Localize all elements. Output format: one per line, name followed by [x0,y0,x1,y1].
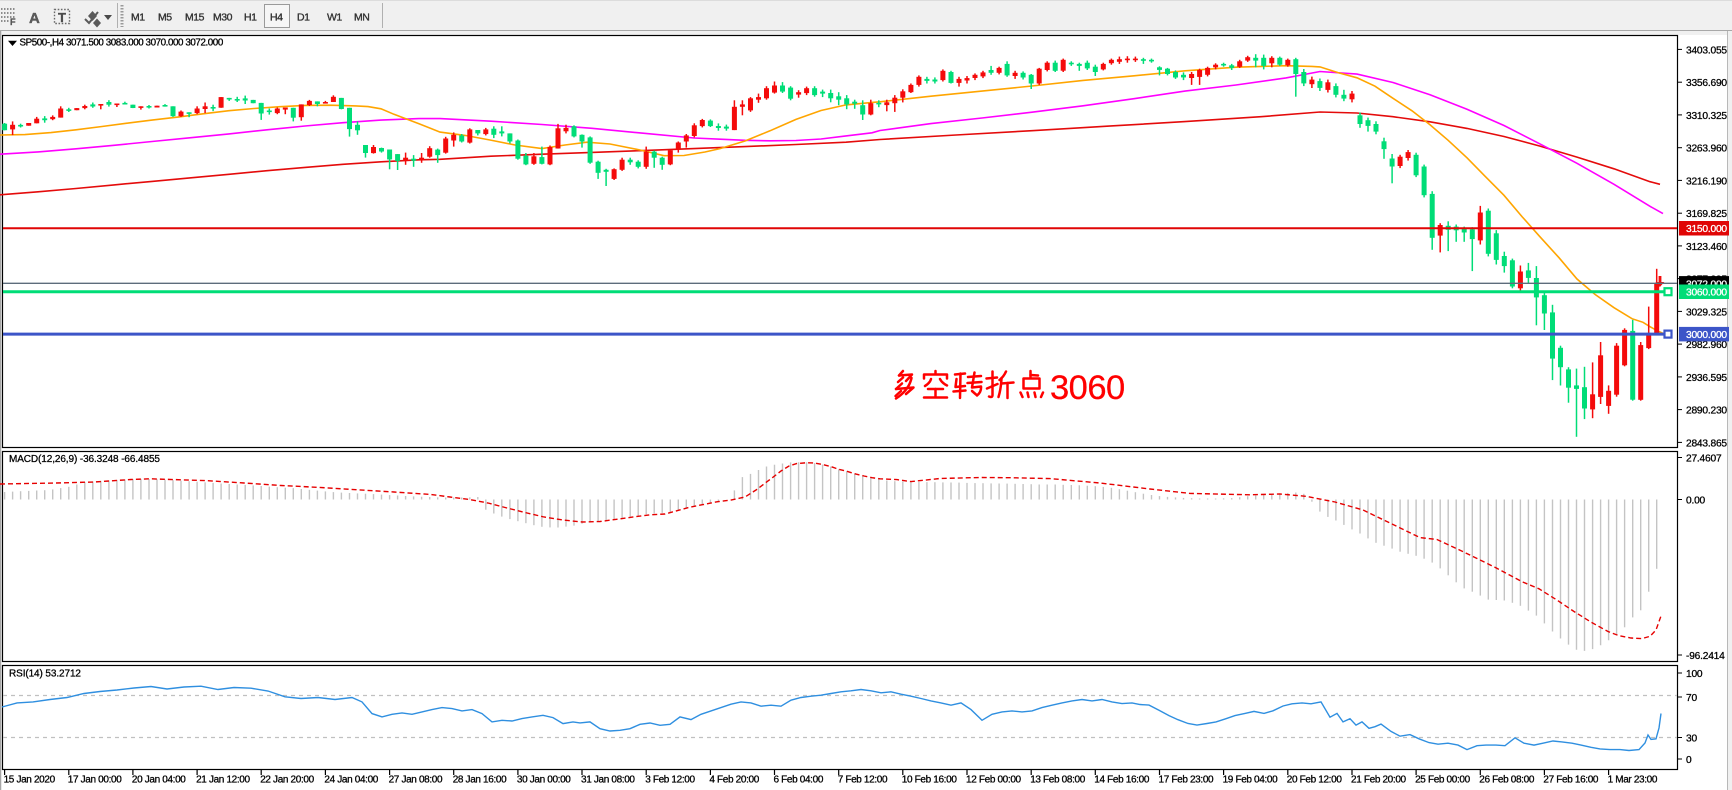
svg-text:1 Mar 23:00: 1 Mar 23:00 [1608,775,1658,786]
svg-text:31 Jan 08:00: 31 Jan 08:00 [581,775,635,786]
svg-text:T: T [58,10,66,25]
svg-text:A: A [29,10,40,27]
svg-text:2936.595: 2936.595 [1686,373,1727,384]
svg-text:RSI(14) 53.2712: RSI(14) 53.2712 [9,669,81,680]
svg-text:MACD(12,26,9) -36.3248 -66.485: MACD(12,26,9) -36.3248 -66.4855 [9,454,160,465]
svg-text:3150.000: 3150.000 [1686,224,1727,235]
svg-text:27 Jan 08:00: 27 Jan 08:00 [389,775,443,786]
svg-text:27 Feb 16:00: 27 Feb 16:00 [1543,775,1599,786]
svg-text:20 Jan 04:00: 20 Jan 04:00 [132,775,186,786]
svg-text:3403.055: 3403.055 [1686,45,1727,56]
svg-text:22 Jan 20:00: 22 Jan 20:00 [260,775,314,786]
svg-text:100: 100 [1686,669,1703,680]
svg-text:W1: W1 [327,12,342,24]
svg-text:70: 70 [1686,693,1697,704]
svg-text:19 Feb 04:00: 19 Feb 04:00 [1223,775,1279,786]
svg-text:H4: H4 [270,12,283,24]
svg-text:3060.000: 3060.000 [1686,288,1727,299]
svg-text:3169.825: 3169.825 [1686,209,1727,220]
svg-text:17 Feb 23:00: 17 Feb 23:00 [1159,775,1215,786]
svg-text:M1: M1 [131,12,145,24]
svg-text:20 Feb 12:00: 20 Feb 12:00 [1287,775,1343,786]
svg-text:17 Jan 00:00: 17 Jan 00:00 [68,775,122,786]
svg-text:M30: M30 [213,12,233,24]
svg-text:4 Feb 20:00: 4 Feb 20:00 [709,775,759,786]
svg-text:30 Jan 00:00: 30 Jan 00:00 [517,775,571,786]
svg-text:H1: H1 [244,12,257,24]
svg-text:24 Jan 04:00: 24 Jan 04:00 [324,775,378,786]
svg-text:3310.325: 3310.325 [1686,111,1727,122]
svg-text:MN: MN [354,12,369,24]
svg-text:27.4607: 27.4607 [1686,454,1722,465]
svg-text:13 Feb 08:00: 13 Feb 08:00 [1030,775,1086,786]
svg-text:3 Feb 12:00: 3 Feb 12:00 [645,775,695,786]
svg-text:F: F [10,17,16,27]
svg-text:7 Feb 12:00: 7 Feb 12:00 [838,775,888,786]
svg-text:0.00: 0.00 [1686,496,1706,507]
svg-text:SP500-,H4 3071.500 3083.000 3: SP500-,H4 3071.500 3083.000 3070.000 307… [20,38,224,49]
svg-text:3356.690: 3356.690 [1686,78,1727,89]
svg-text:3123.460: 3123.460 [1686,242,1727,253]
svg-text:3216.190: 3216.190 [1686,176,1727,187]
svg-text:3000.000: 3000.000 [1686,330,1727,341]
svg-text:14 Feb 16:00: 14 Feb 16:00 [1094,775,1150,786]
svg-text:15 Jan 2020: 15 Jan 2020 [4,775,56,786]
svg-text:2982.960: 2982.960 [1686,340,1727,351]
svg-text:3060: 3060 [1050,369,1125,407]
svg-text:30: 30 [1686,734,1697,745]
svg-text:12 Feb 00:00: 12 Feb 00:00 [966,775,1022,786]
svg-text:D1: D1 [297,12,310,24]
svg-text:6 Feb 04:00: 6 Feb 04:00 [774,775,824,786]
svg-text:10 Feb 16:00: 10 Feb 16:00 [902,775,958,786]
svg-text:26 Feb 08:00: 26 Feb 08:00 [1479,775,1535,786]
svg-text:25 Feb 00:00: 25 Feb 00:00 [1415,775,1471,786]
svg-text:2890.230: 2890.230 [1686,406,1727,417]
svg-text:0: 0 [1686,755,1692,766]
svg-text:-96.2414: -96.2414 [1686,651,1725,662]
svg-text:M5: M5 [158,12,172,24]
svg-text:21 Jan 12:00: 21 Jan 12:00 [196,775,250,786]
svg-text:M15: M15 [185,12,205,24]
svg-text:2843.865: 2843.865 [1686,438,1727,449]
svg-text:21 Feb 20:00: 21 Feb 20:00 [1351,775,1407,786]
svg-text:3029.325: 3029.325 [1686,307,1727,318]
svg-text:3263.960: 3263.960 [1686,144,1727,155]
svg-text:28 Jan 16:00: 28 Jan 16:00 [453,775,507,786]
